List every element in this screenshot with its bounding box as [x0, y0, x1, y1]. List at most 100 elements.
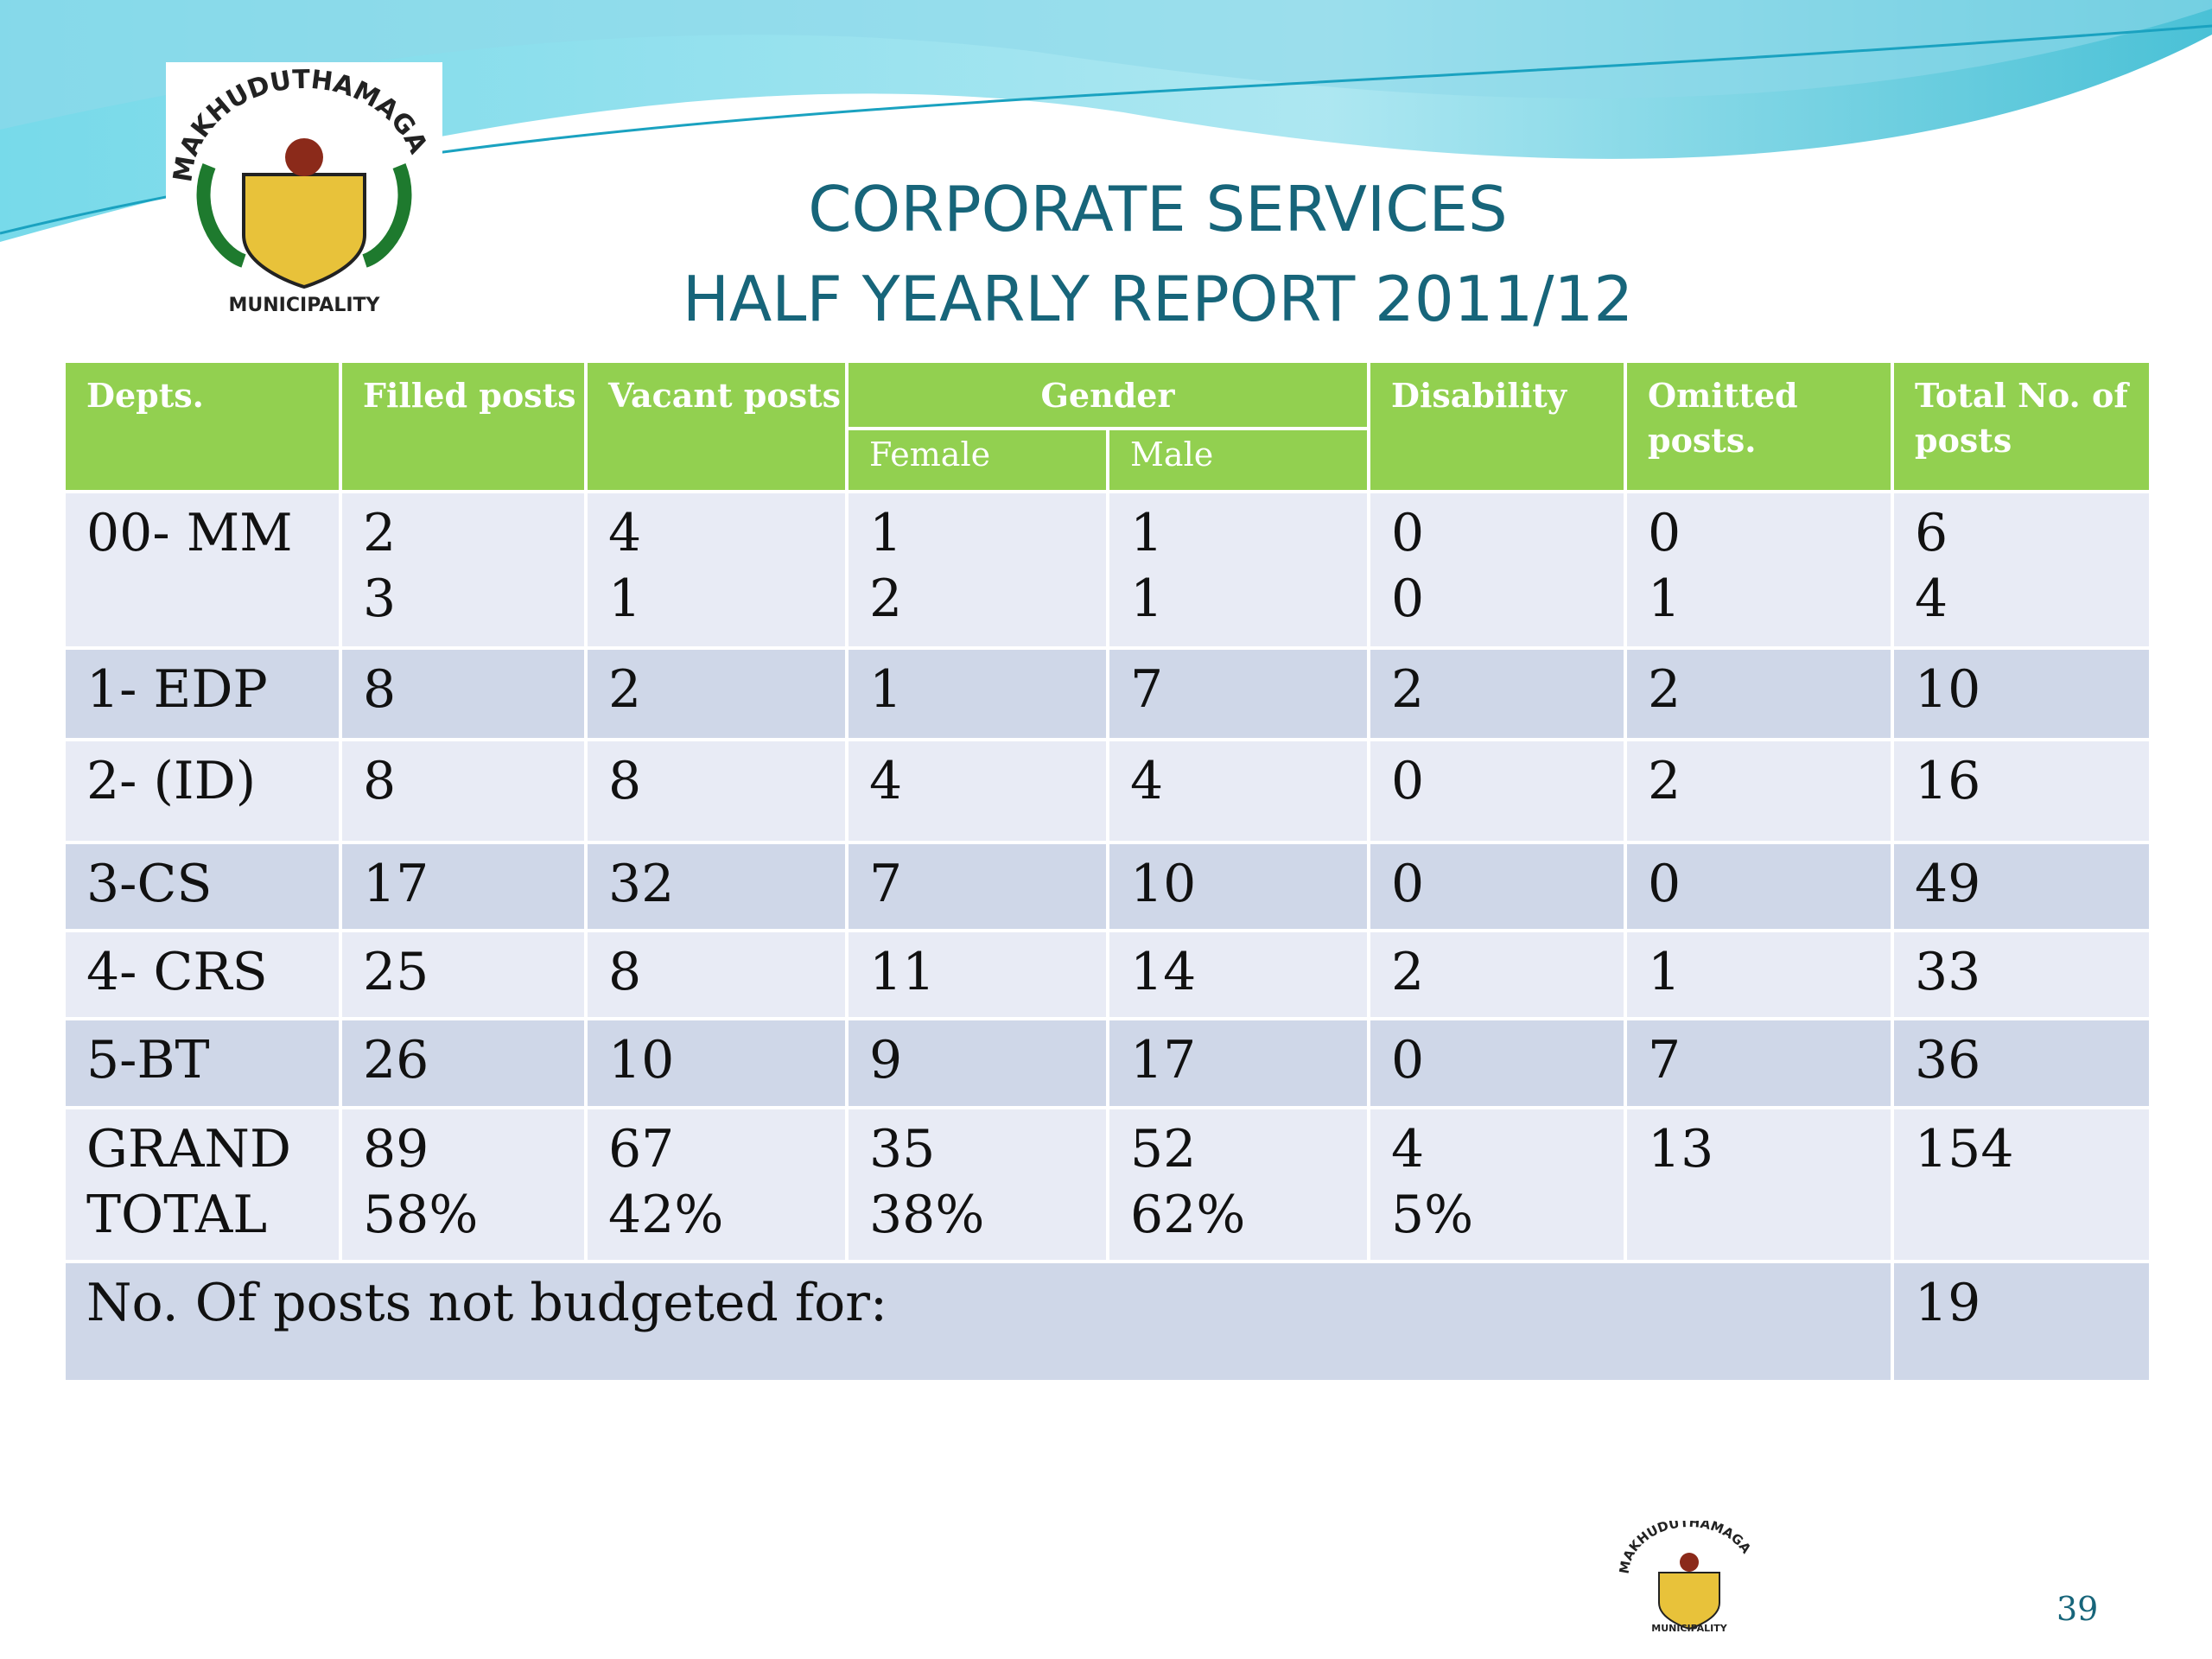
table-cell: 8	[339, 738, 588, 844]
cell-line: 8	[608, 751, 642, 811]
cell-line: 36	[1915, 1030, 1981, 1090]
table-cell: 1	[1624, 929, 1894, 1020]
table-cell: 5-BT	[62, 1017, 342, 1109]
cell-line: 42%	[608, 1185, 724, 1245]
table-cell: 89 58%	[339, 1106, 588, 1263]
cell-line: 0	[1391, 1030, 1425, 1090]
table-cell: 8	[339, 646, 588, 741]
cell-line: 5%	[1391, 1185, 1474, 1245]
table-cell: 1- EDP	[62, 646, 342, 741]
cell-line: 0	[1648, 503, 1681, 563]
column-header: Total No. of posts	[1891, 359, 2152, 493]
cell-line: 17	[1130, 1030, 1197, 1090]
cell-line: 6	[1915, 503, 1948, 563]
table-cell: 0	[1367, 1017, 1627, 1109]
cell-line: 5-BT	[86, 1030, 210, 1090]
cell-line: 52	[1130, 1119, 1197, 1179]
cell-line: 58%	[363, 1185, 479, 1245]
cell-line: 13	[1648, 1119, 1714, 1179]
cell-line: 89	[363, 1119, 429, 1179]
cell-line: 1	[1130, 503, 1164, 563]
footer-row: No. Of posts not budgeted for: 19	[62, 1260, 2152, 1383]
cell-line: 3	[363, 569, 397, 629]
cell-line: 4	[608, 503, 642, 563]
cell-line: 1	[1648, 569, 1681, 629]
table-cell: 49	[1891, 841, 2152, 932]
column-header: Gender	[845, 359, 1370, 430]
cell-line: 1	[1130, 569, 1164, 629]
cell-line: 10	[608, 1030, 675, 1090]
table-row: GRAND TOTAL 89 58% 67 42% 35 38% 52 62% 4 5% 13 154	[62, 1106, 2152, 1263]
cell-line: 7	[1130, 659, 1164, 720]
cell-line: 7	[1648, 1030, 1681, 1090]
cell-line: 154	[1915, 1119, 2014, 1179]
cell-line: 2	[1391, 942, 1425, 1002]
cell-line: 10	[1915, 659, 1981, 720]
cell-line: 67	[608, 1119, 675, 1179]
cell-line: 10	[1130, 854, 1197, 914]
table-cell: 4	[845, 738, 1109, 844]
table-row: 4- CRS 25 8 11 14 2 1 33	[62, 929, 2152, 1020]
cell-line: 0	[1391, 751, 1425, 811]
table-cell: 16	[1891, 738, 2152, 844]
cell-line: 32	[608, 854, 675, 914]
table-row: 00- MM 2 3 4 1 1 2 1 1 0 0 0 1 6 4	[62, 490, 2152, 650]
cell-line: 2- (ID)	[86, 751, 257, 811]
table-cell: 7	[1106, 646, 1370, 741]
cell-line: 38%	[869, 1185, 985, 1245]
cell-line: 2	[1648, 751, 1681, 811]
cell-line: 0	[1391, 569, 1425, 629]
subcolumn-header: Male	[1106, 427, 1370, 493]
header-row: Female Male	[64, 427, 2151, 493]
title: CORPORATE SERVICES HALF YEARLY REPORT 20…	[553, 164, 1763, 344]
table-cell: 2- (ID)	[62, 738, 342, 844]
table-cell: 0	[1367, 738, 1627, 844]
cell-line: 1	[1648, 942, 1681, 1002]
column-header: Omitted posts.	[1624, 359, 1894, 493]
table-cell: 2	[1624, 646, 1894, 741]
table-cell: 0	[1367, 841, 1627, 932]
table-cell: 17	[339, 841, 588, 932]
cell-line: 7	[869, 854, 903, 914]
table-cell: 11	[845, 929, 1109, 1020]
table-cell: 32	[584, 841, 849, 932]
cell-line: 4- CRS	[86, 942, 268, 1002]
cell-line: 33	[1915, 942, 1981, 1002]
cell-line: 00- MM	[86, 503, 293, 563]
table-row: 3-CS 17 32 7 10 0 0 49	[62, 841, 2152, 932]
table-cell: 10	[1106, 841, 1370, 932]
cell-line: 2	[1648, 659, 1681, 720]
cell-line: 2	[1391, 659, 1425, 720]
cell-line: 8	[363, 751, 397, 811]
cell-line: 11	[869, 942, 936, 1002]
title-line: CORPORATE SERVICES	[808, 173, 1508, 245]
table-cell: 26	[339, 1017, 588, 1109]
table-cell: 10	[1891, 646, 2152, 741]
table-cell: 14	[1106, 929, 1370, 1020]
subcolumn-header: Female	[845, 427, 1109, 493]
table-cell: 7	[845, 841, 1109, 932]
table-cell: 35 38%	[845, 1106, 1109, 1263]
cell-line: 16	[1915, 751, 1981, 811]
cell-line: GRAND TOTAL	[86, 1119, 292, 1245]
table-cell: 3-CS	[62, 841, 342, 932]
cell-line: 0	[1391, 503, 1425, 563]
table-cell: 00- MM	[62, 490, 342, 650]
title-line: HALF YEARLY REPORT 2011/12	[682, 263, 1634, 335]
table-cell: GRAND TOTAL	[62, 1106, 342, 1263]
cell-line: 8	[363, 659, 397, 720]
table-row: 2- (ID) 8 8 4 4 0 2 16	[62, 738, 2152, 844]
table-cell: 25	[339, 929, 588, 1020]
footer-label: No. Of posts not budgeted for:	[62, 1260, 1894, 1383]
table-cell: 4 5%	[1367, 1106, 1627, 1263]
footer-value: 19	[1891, 1260, 2152, 1383]
table-cell: 4	[1106, 738, 1370, 844]
